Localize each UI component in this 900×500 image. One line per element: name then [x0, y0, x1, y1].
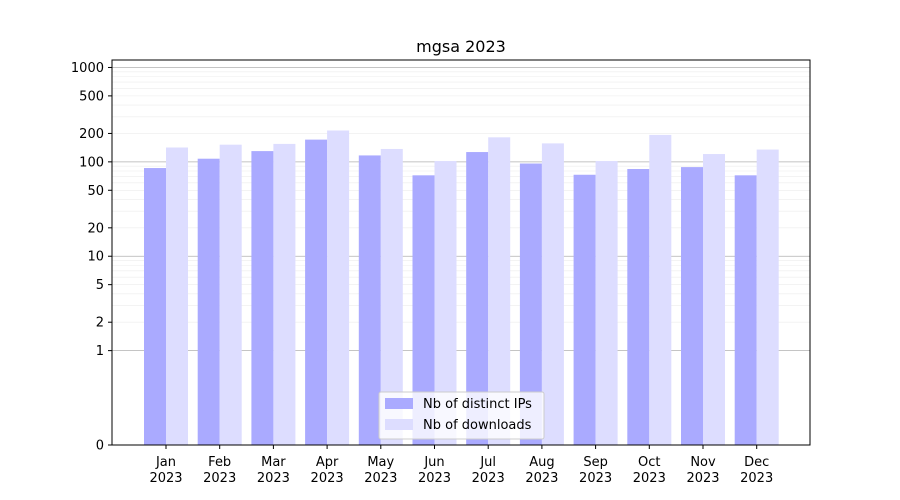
bar-downloads: [434, 161, 457, 445]
y-tick-label: 10: [87, 250, 104, 265]
bar-downloads: [649, 134, 672, 445]
x-tick-label-month: Apr: [316, 455, 339, 470]
y-tick-label: 100: [79, 155, 104, 170]
legend-label-downloads: Nb of downloads: [423, 418, 532, 433]
x-tick-label-month: Oct: [638, 455, 660, 470]
x-tick-label-month: Jun: [423, 455, 444, 470]
y-axis: 0 1 2 5 10 20 50 100 200 500 1000: [71, 61, 112, 454]
bar-downloads: [327, 130, 350, 446]
bars: [144, 130, 779, 446]
x-tick-label-year: 2023: [418, 471, 451, 486]
x-tick-label-year: 2023: [203, 471, 236, 486]
legend-label-ips: Nb of distinct IPs: [423, 397, 532, 412]
bar-distinct-ips: [197, 158, 220, 445]
y-tick-label: 2: [96, 316, 104, 331]
x-tick-label-year: 2023: [525, 471, 558, 486]
x-tick-label-year: 2023: [149, 471, 182, 486]
bar-downloads: [703, 154, 725, 446]
x-tick-label-year: 2023: [686, 471, 719, 486]
y-tick-label: 5: [96, 278, 104, 293]
y-tick-label: 50: [87, 184, 104, 199]
x-tick-label-month: Aug: [529, 455, 554, 470]
y-tick-label: 200: [79, 127, 104, 142]
bar-distinct-ips: [251, 151, 274, 446]
bar-distinct-ips: [734, 175, 757, 446]
bar-downloads: [380, 148, 403, 445]
x-tick-label-year: 2023: [579, 471, 612, 486]
y-tick-label: 500: [79, 89, 104, 104]
bar-downloads: [273, 143, 296, 445]
bar-distinct-ips: [681, 167, 703, 445]
x-tick-label-month: Feb: [208, 455, 231, 470]
x-tick-label-month: Sep: [583, 455, 608, 470]
x-tick-label-month: Mar: [261, 455, 286, 470]
plot-frame: [111, 59, 811, 446]
legend-swatch-downloads: [385, 419, 413, 430]
bar-distinct-ips: [305, 139, 328, 445]
legend: Nb of distinct IPs Nb of downloads: [378, 391, 545, 440]
bar-downloads: [756, 149, 779, 445]
y-tick-label: 20: [87, 221, 104, 236]
legend-swatch-ips: [385, 398, 413, 409]
bar-distinct-ips: [627, 169, 650, 445]
bar-distinct-ips: [412, 175, 435, 446]
bar-distinct-ips: [519, 163, 542, 446]
bar-distinct-ips: [573, 174, 596, 445]
x-tick-label-month: Jul: [479, 455, 496, 470]
bar-downloads: [488, 137, 511, 446]
x-tick-label-month: May: [367, 455, 394, 470]
x-tick-label-year: 2023: [257, 471, 290, 486]
bar-downloads: [166, 147, 188, 445]
y-tick-label: 1: [96, 344, 104, 359]
legend-frame: [378, 391, 545, 440]
y-tick-label: 1000: [71, 61, 104, 76]
x-tick-label-year: 2023: [740, 471, 773, 486]
x-tick-label-month: Dec: [744, 455, 769, 470]
x-axis: Jan2023Feb2023Mar2023Apr2023May2023Jun20…: [149, 445, 773, 486]
x-tick-label-year: 2023: [633, 471, 666, 486]
y-tick-label: 0: [96, 439, 104, 454]
x-tick-label-month: Nov: [690, 455, 716, 470]
bar-downloads: [595, 161, 618, 445]
bar-distinct-ips: [144, 168, 166, 445]
bar-downloads: [219, 144, 242, 445]
bar-distinct-ips: [358, 155, 381, 446]
x-tick-label-year: 2023: [472, 471, 505, 486]
bar-downloads: [541, 143, 564, 445]
x-tick-label-year: 2023: [364, 471, 397, 486]
chart-title: mgsa 2023: [416, 37, 506, 56]
bar-distinct-ips: [466, 152, 489, 445]
x-tick-label-month: Jan: [155, 455, 176, 470]
x-tick-label-year: 2023: [311, 471, 344, 486]
